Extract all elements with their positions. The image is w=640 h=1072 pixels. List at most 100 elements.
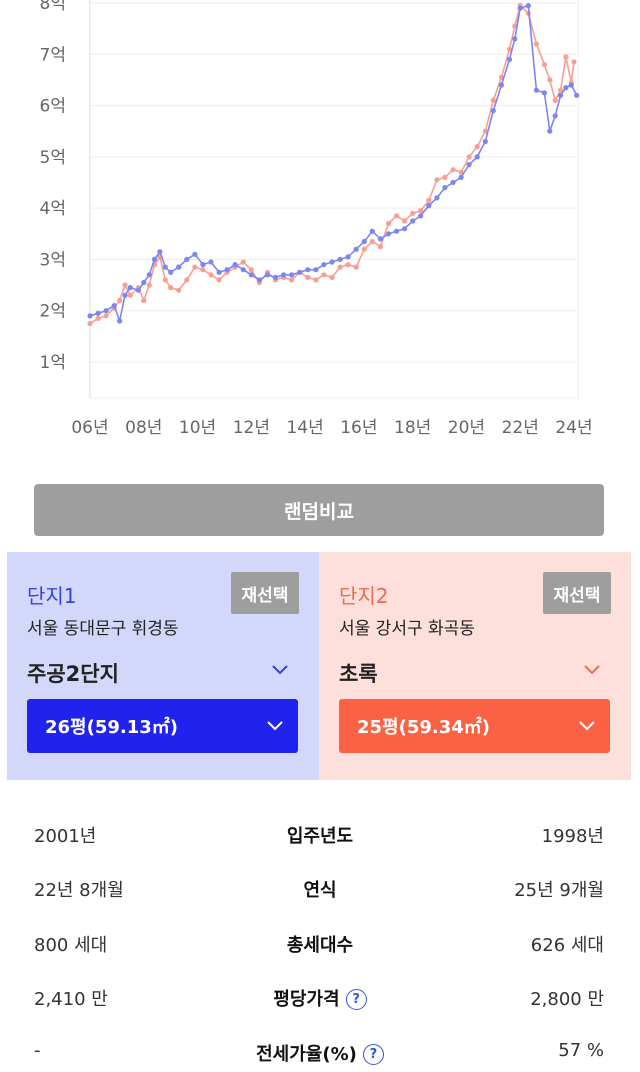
complex2-reselect-button[interactable]: 재선택 xyxy=(543,572,611,614)
complex1-title: 단지1 xyxy=(27,584,77,608)
comparison-label: 연식 xyxy=(303,880,337,901)
data-point xyxy=(281,272,287,278)
complex2-size-label: 25평(59.34㎡) xyxy=(357,717,490,738)
help-icon[interactable]: ? xyxy=(362,1044,384,1065)
data-point xyxy=(272,274,279,280)
complex1-value: 2001년 xyxy=(34,826,97,847)
data-point xyxy=(490,108,496,114)
chevron-down-icon xyxy=(267,721,283,731)
complex2-panel: 단지2 재선택 서울 강서구 화곡동 초록 25평(59.34㎡) xyxy=(319,552,631,780)
data-point xyxy=(558,92,564,98)
data-point xyxy=(434,177,440,183)
x-tick-label: 14년 xyxy=(286,418,323,438)
price-chart: 1억 2억 3억 4억 5억 6억 7억 8억 06년 08년 10년 12년 14년 16년 18년 20년… xyxy=(0,0,640,460)
data-point xyxy=(482,128,488,134)
comparison-row-jeonse-ratio: - 전세가율(%)? 57 % xyxy=(0,1032,640,1072)
data-point xyxy=(127,292,133,298)
random-compare-button[interactable]: 랜덤비교 xyxy=(34,484,604,536)
comparison-row-price-per-pyeong: 2,410 만 평당가격? 2,800 만 xyxy=(0,977,640,1017)
comparison-label-with-help: 평당가격? xyxy=(0,985,640,1011)
complex1-size-select[interactable]: 26평(59.13㎡) xyxy=(27,699,298,753)
data-point xyxy=(345,254,351,260)
data-point xyxy=(162,264,168,270)
data-point xyxy=(192,264,198,270)
data-point xyxy=(141,297,147,304)
data-point xyxy=(95,315,101,321)
data-point xyxy=(568,82,574,88)
data-point xyxy=(552,113,558,119)
data-point xyxy=(313,277,319,283)
complex1-name-select[interactable]: 주공2단지 xyxy=(27,662,119,686)
data-point xyxy=(329,274,335,280)
complex2-name-select[interactable]: 초록 xyxy=(339,662,378,686)
y-tick-label: 4억 xyxy=(40,199,66,219)
complex1-reselect-button[interactable]: 재선택 xyxy=(231,572,299,614)
chevron-down-icon xyxy=(579,721,595,731)
data-point xyxy=(216,269,222,275)
data-point xyxy=(361,238,367,245)
y-tick-label: 1억 xyxy=(40,353,66,373)
data-point xyxy=(458,169,464,175)
data-point xyxy=(442,174,448,180)
data-point xyxy=(482,138,488,145)
data-point xyxy=(216,277,222,283)
data-point xyxy=(192,251,198,257)
data-point xyxy=(321,272,327,278)
data-point xyxy=(490,97,496,103)
data-point xyxy=(184,256,190,262)
x-tick-label: 10년 xyxy=(179,418,216,438)
complex2-value: 2,800 만 xyxy=(530,989,604,1010)
data-point xyxy=(474,144,480,150)
data-point xyxy=(418,213,424,219)
complex2-size-select[interactable]: 25평(59.34㎡) xyxy=(339,699,610,753)
data-point xyxy=(402,226,408,232)
data-point xyxy=(240,267,246,273)
data-point xyxy=(87,313,93,319)
data-point xyxy=(410,210,416,216)
data-point xyxy=(122,292,128,298)
data-point xyxy=(377,244,383,250)
data-point xyxy=(168,269,174,275)
chevron-down-icon[interactable] xyxy=(583,664,601,676)
data-point xyxy=(517,5,523,11)
data-point xyxy=(369,238,375,245)
comparison-label: 입주년도 xyxy=(286,826,354,847)
data-point xyxy=(418,208,424,214)
data-point xyxy=(146,282,152,288)
data-point xyxy=(103,313,109,319)
data-point xyxy=(574,92,580,98)
data-point xyxy=(297,269,303,275)
data-point xyxy=(337,264,343,270)
data-point xyxy=(200,262,206,268)
data-point xyxy=(547,128,553,134)
chevron-down-icon[interactable] xyxy=(271,664,289,676)
complex1-region: 서울 동대문구 휘경동 xyxy=(27,619,179,639)
y-tick-label: 8억 xyxy=(40,0,66,14)
data-point xyxy=(103,308,109,314)
data-point xyxy=(248,272,254,278)
data-point xyxy=(208,272,214,278)
data-point xyxy=(151,256,158,262)
complex2-value: 57 % xyxy=(558,1040,604,1061)
data-point xyxy=(541,90,548,96)
data-point xyxy=(558,87,564,93)
data-point xyxy=(361,246,367,252)
data-point xyxy=(305,267,311,273)
data-point xyxy=(498,82,504,88)
data-point xyxy=(95,310,101,316)
data-point xyxy=(552,97,558,103)
y-tick-label: 5억 xyxy=(40,148,66,168)
data-point xyxy=(533,41,540,47)
complex1-value: 800 세대 xyxy=(34,935,108,956)
help-icon[interactable]: ? xyxy=(345,989,367,1010)
data-point xyxy=(466,162,472,168)
data-point xyxy=(162,277,168,283)
price-chart-svg: 1억 2억 3억 4억 5억 6억 7억 8억 06년 08년 10년 12년 14년 16년 18년 20년… xyxy=(40,0,593,438)
data-point xyxy=(393,213,400,219)
data-point xyxy=(248,267,254,273)
data-point xyxy=(533,87,540,93)
data-point xyxy=(369,228,375,234)
data-point xyxy=(321,262,327,268)
data-point xyxy=(111,303,117,309)
data-point xyxy=(525,3,531,9)
